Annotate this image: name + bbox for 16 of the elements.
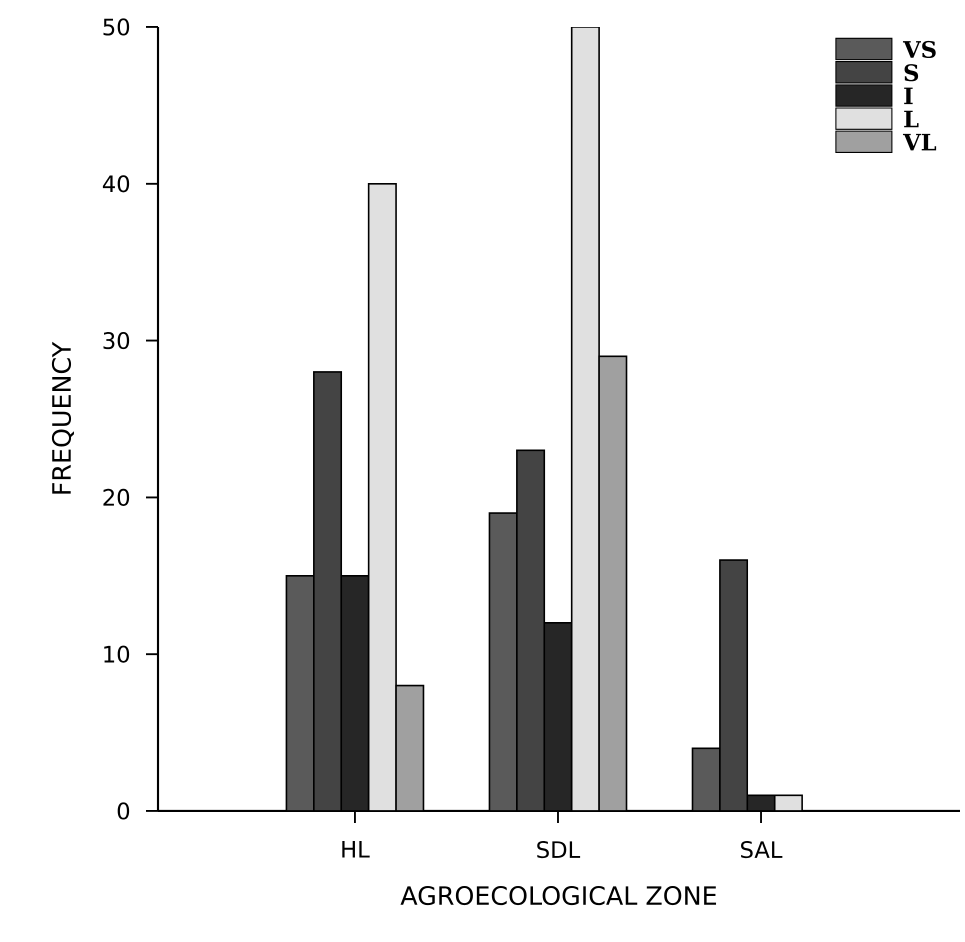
legend-label: L [904, 110, 919, 128]
y-tick-label: 0 [118, 802, 130, 820]
x-tick-label: SAL [741, 841, 782, 858]
legend-label: VS [902, 40, 936, 58]
x-axis-title: AGROECOLOGICAL ZONE [400, 886, 716, 906]
legend-label: VL [902, 134, 936, 150]
legend-label: S [904, 64, 918, 82]
x-tick-label: SDL [537, 841, 580, 858]
x-tick-label: HL [342, 841, 370, 858]
legend-label: I [904, 88, 913, 104]
y-tick-label: 10 [104, 646, 130, 663]
y-axis-title: FREQUENCY [52, 342, 74, 494]
y-tick-label: 20 [103, 488, 130, 506]
y-tick-label: 30 [104, 332, 130, 350]
y-tick-label: 50 [104, 18, 130, 36]
y-tick-label: 40 [102, 175, 130, 192]
